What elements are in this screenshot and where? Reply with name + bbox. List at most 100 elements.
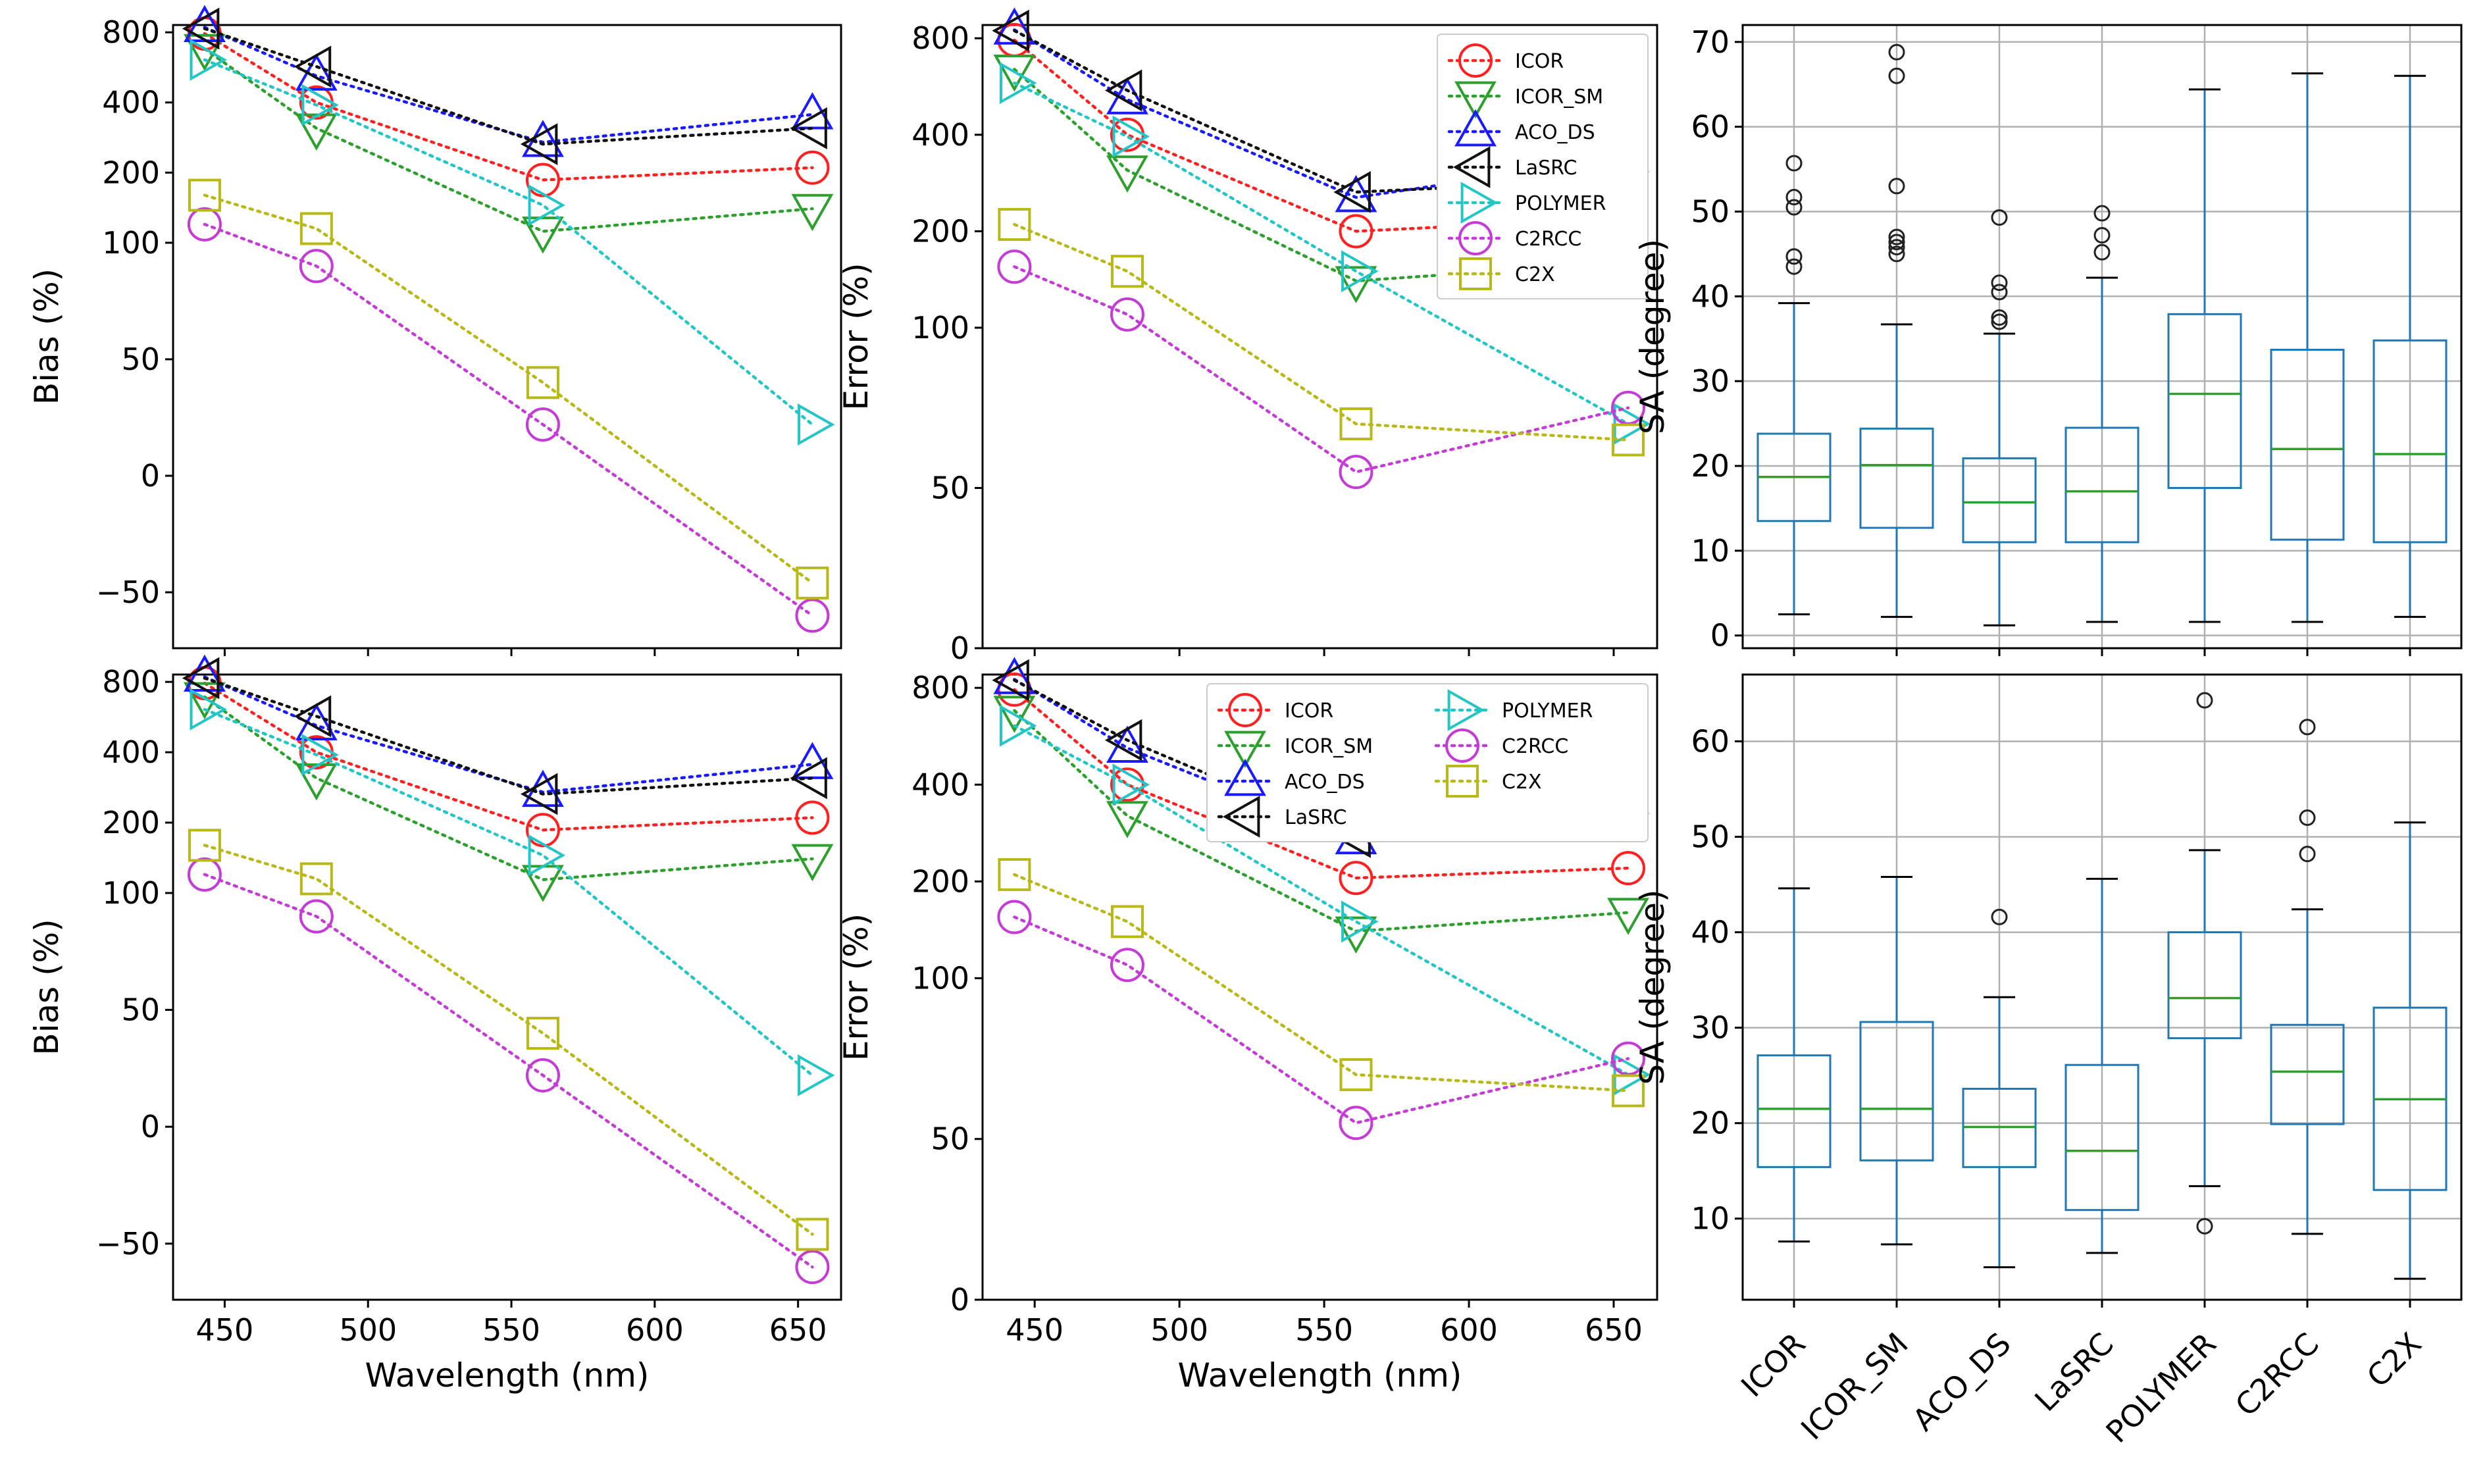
y-tick-label: 40	[1691, 278, 1730, 314]
data-point-C2X	[1612, 1074, 1645, 1108]
outlier-ACO_DS	[1991, 274, 2008, 292]
series-line-ACO_DS	[203, 26, 814, 144]
y-tick-label: 50	[1691, 193, 1730, 229]
data-point-ICOR	[525, 163, 560, 197]
legend-marker-C2RCC	[1445, 729, 1479, 763]
legend-marker-LaSRC	[1222, 796, 1260, 838]
data-point-POLYMER	[999, 62, 1037, 105]
data-point-LaSRC	[294, 45, 332, 88]
outlier-ACO_DS	[1991, 309, 2008, 326]
outlier-ICOR	[1785, 248, 1803, 265]
y-tick-label: 40	[1691, 915, 1730, 950]
series-line-C2RCC	[203, 222, 814, 617]
outlier-ICOR_SM	[1888, 245, 1905, 263]
legend-label-ICOR: ICOR	[1285, 700, 1333, 723]
panel-error-bottom: 0 50 100 200 400 800 450 500 550 600 650 Error (%) W…	[837, 657, 1658, 1394]
series-line-C2X	[1013, 873, 1630, 1092]
series-line-ACO_DS	[203, 675, 814, 794]
y-tick-label: 100	[911, 310, 969, 345]
legend-marker-C2X	[1446, 765, 1479, 798]
data-point-ICOR_SM	[993, 54, 1036, 92]
y-tick-label: 800	[102, 664, 160, 700]
x-tick-label: 650	[1585, 1312, 1643, 1348]
box-ICOR_SM	[1859, 1021, 1934, 1162]
y-tick-label: 800	[911, 670, 969, 705]
data-point-ICOR	[795, 800, 830, 835]
legend-marker-LaSRC	[1452, 146, 1491, 188]
legend-marker-ICOR_SM	[1454, 81, 1497, 119]
series-line-LaSRC	[203, 27, 814, 146]
legend-marker-C2X	[1459, 257, 1492, 290]
y-tick-label: 0	[141, 1109, 160, 1144]
data-point-ICOR	[795, 150, 830, 185]
data-point-ICOR_SM	[1607, 898, 1649, 935]
series-line-ICOR_SM	[203, 695, 814, 882]
box-ICOR_SM	[1859, 427, 1934, 529]
x-tick-label: 500	[339, 1312, 397, 1348]
x-axis-label: Wavelength (nm)	[1178, 1356, 1462, 1394]
panel-error-top: 0 50 100 200 400 800 Error (%) ICOR ICOR_SM ACO_D…	[837, 7, 1658, 666]
x-category-label: ICOR	[1734, 1326, 1812, 1404]
y-tick-label: 20	[1691, 1106, 1730, 1141]
series-line-LaSRC	[203, 677, 814, 796]
y-tick-label: 400	[102, 85, 160, 120]
data-point-ACO_DS	[1335, 174, 1377, 213]
data-point-C2X	[526, 1017, 559, 1050]
data-point-LaSRC	[520, 773, 558, 815]
panel-bias-top: −50 0 50 100 200 400 800 Bias (%)	[28, 5, 842, 656]
y-tick-label: 20	[1691, 448, 1730, 484]
y-tick-label: 800	[911, 20, 969, 56]
y-axis-label: Error (%)	[837, 913, 875, 1061]
data-point-C2RCC	[187, 207, 222, 242]
plot-frame	[172, 24, 842, 650]
legend-marker-ICOR	[1458, 43, 1493, 78]
x-category-label: ACO_DS	[1906, 1326, 2018, 1438]
legend-label-C2X: C2X	[1515, 263, 1555, 286]
legend-label-LaSRC: LaSRC	[1285, 806, 1346, 829]
y-tick-label: −50	[96, 575, 160, 610]
data-point-C2X	[299, 862, 333, 896]
data-point-C2RCC	[1339, 455, 1373, 490]
data-point-C2RCC	[1110, 297, 1144, 332]
outlier-POLYMER	[2196, 1217, 2213, 1235]
data-point-C2RCC	[187, 857, 222, 892]
x-tick-label: 450	[1006, 1312, 1064, 1348]
data-point-ICOR_SM	[993, 696, 1036, 733]
series-line-ICOR	[203, 32, 814, 182]
outlier-LaSRC	[2093, 205, 2111, 222]
y-tick-label: 0	[950, 630, 969, 666]
y-tick-label: 200	[102, 155, 160, 190]
series-line-ICOR_SM	[1013, 68, 1630, 283]
outlier-ICOR_SM	[1888, 228, 1905, 245]
legend-label-ICOR_SM: ICOR_SM	[1515, 86, 1603, 109]
data-point-ICOR_SM	[1335, 266, 1377, 303]
y-tick-label: 200	[911, 213, 969, 249]
outlier-ICOR_SM	[1888, 178, 1905, 195]
data-point-C2X	[1612, 423, 1645, 457]
legend-marker-ACO_DS	[1454, 109, 1497, 147]
data-point-C2X	[796, 566, 829, 600]
legend-marker-ICOR	[1228, 693, 1262, 727]
y-tick-label: 30	[1691, 1010, 1730, 1046]
y-tick-label: 10	[1691, 533, 1730, 569]
outlier-ICOR	[1785, 258, 1803, 275]
box-C2X	[2372, 339, 2448, 544]
panel-sa-bottom: 10 20 30 40 50 60 SA (degree) ICORICOR_SMACO_DS…	[1633, 673, 2463, 1450]
data-point-POLYMER	[190, 38, 227, 81]
outlier-ICOR_SM	[1888, 43, 1905, 61]
x-category-label: LaSRC	[2028, 1326, 2120, 1419]
data-point-ICOR	[1339, 214, 1373, 249]
data-point-POLYMER	[1341, 250, 1379, 293]
data-point-C2RCC	[795, 598, 830, 633]
y-tick-label: 60	[1691, 109, 1730, 145]
series-line-POLYMER	[203, 707, 814, 1077]
box-ACO_DS	[1962, 457, 2037, 544]
plot-frame	[172, 673, 842, 1301]
series-line-C2RCC	[1013, 915, 1630, 1125]
legend-marker-C2RCC	[1458, 221, 1493, 255]
data-point-C2RCC	[997, 249, 1032, 284]
outlier-C2RCC	[2299, 846, 2316, 863]
x-tick-label: 600	[1440, 1312, 1498, 1348]
data-point-C2RCC	[795, 1250, 830, 1285]
x-tick-label: 650	[769, 1312, 827, 1348]
